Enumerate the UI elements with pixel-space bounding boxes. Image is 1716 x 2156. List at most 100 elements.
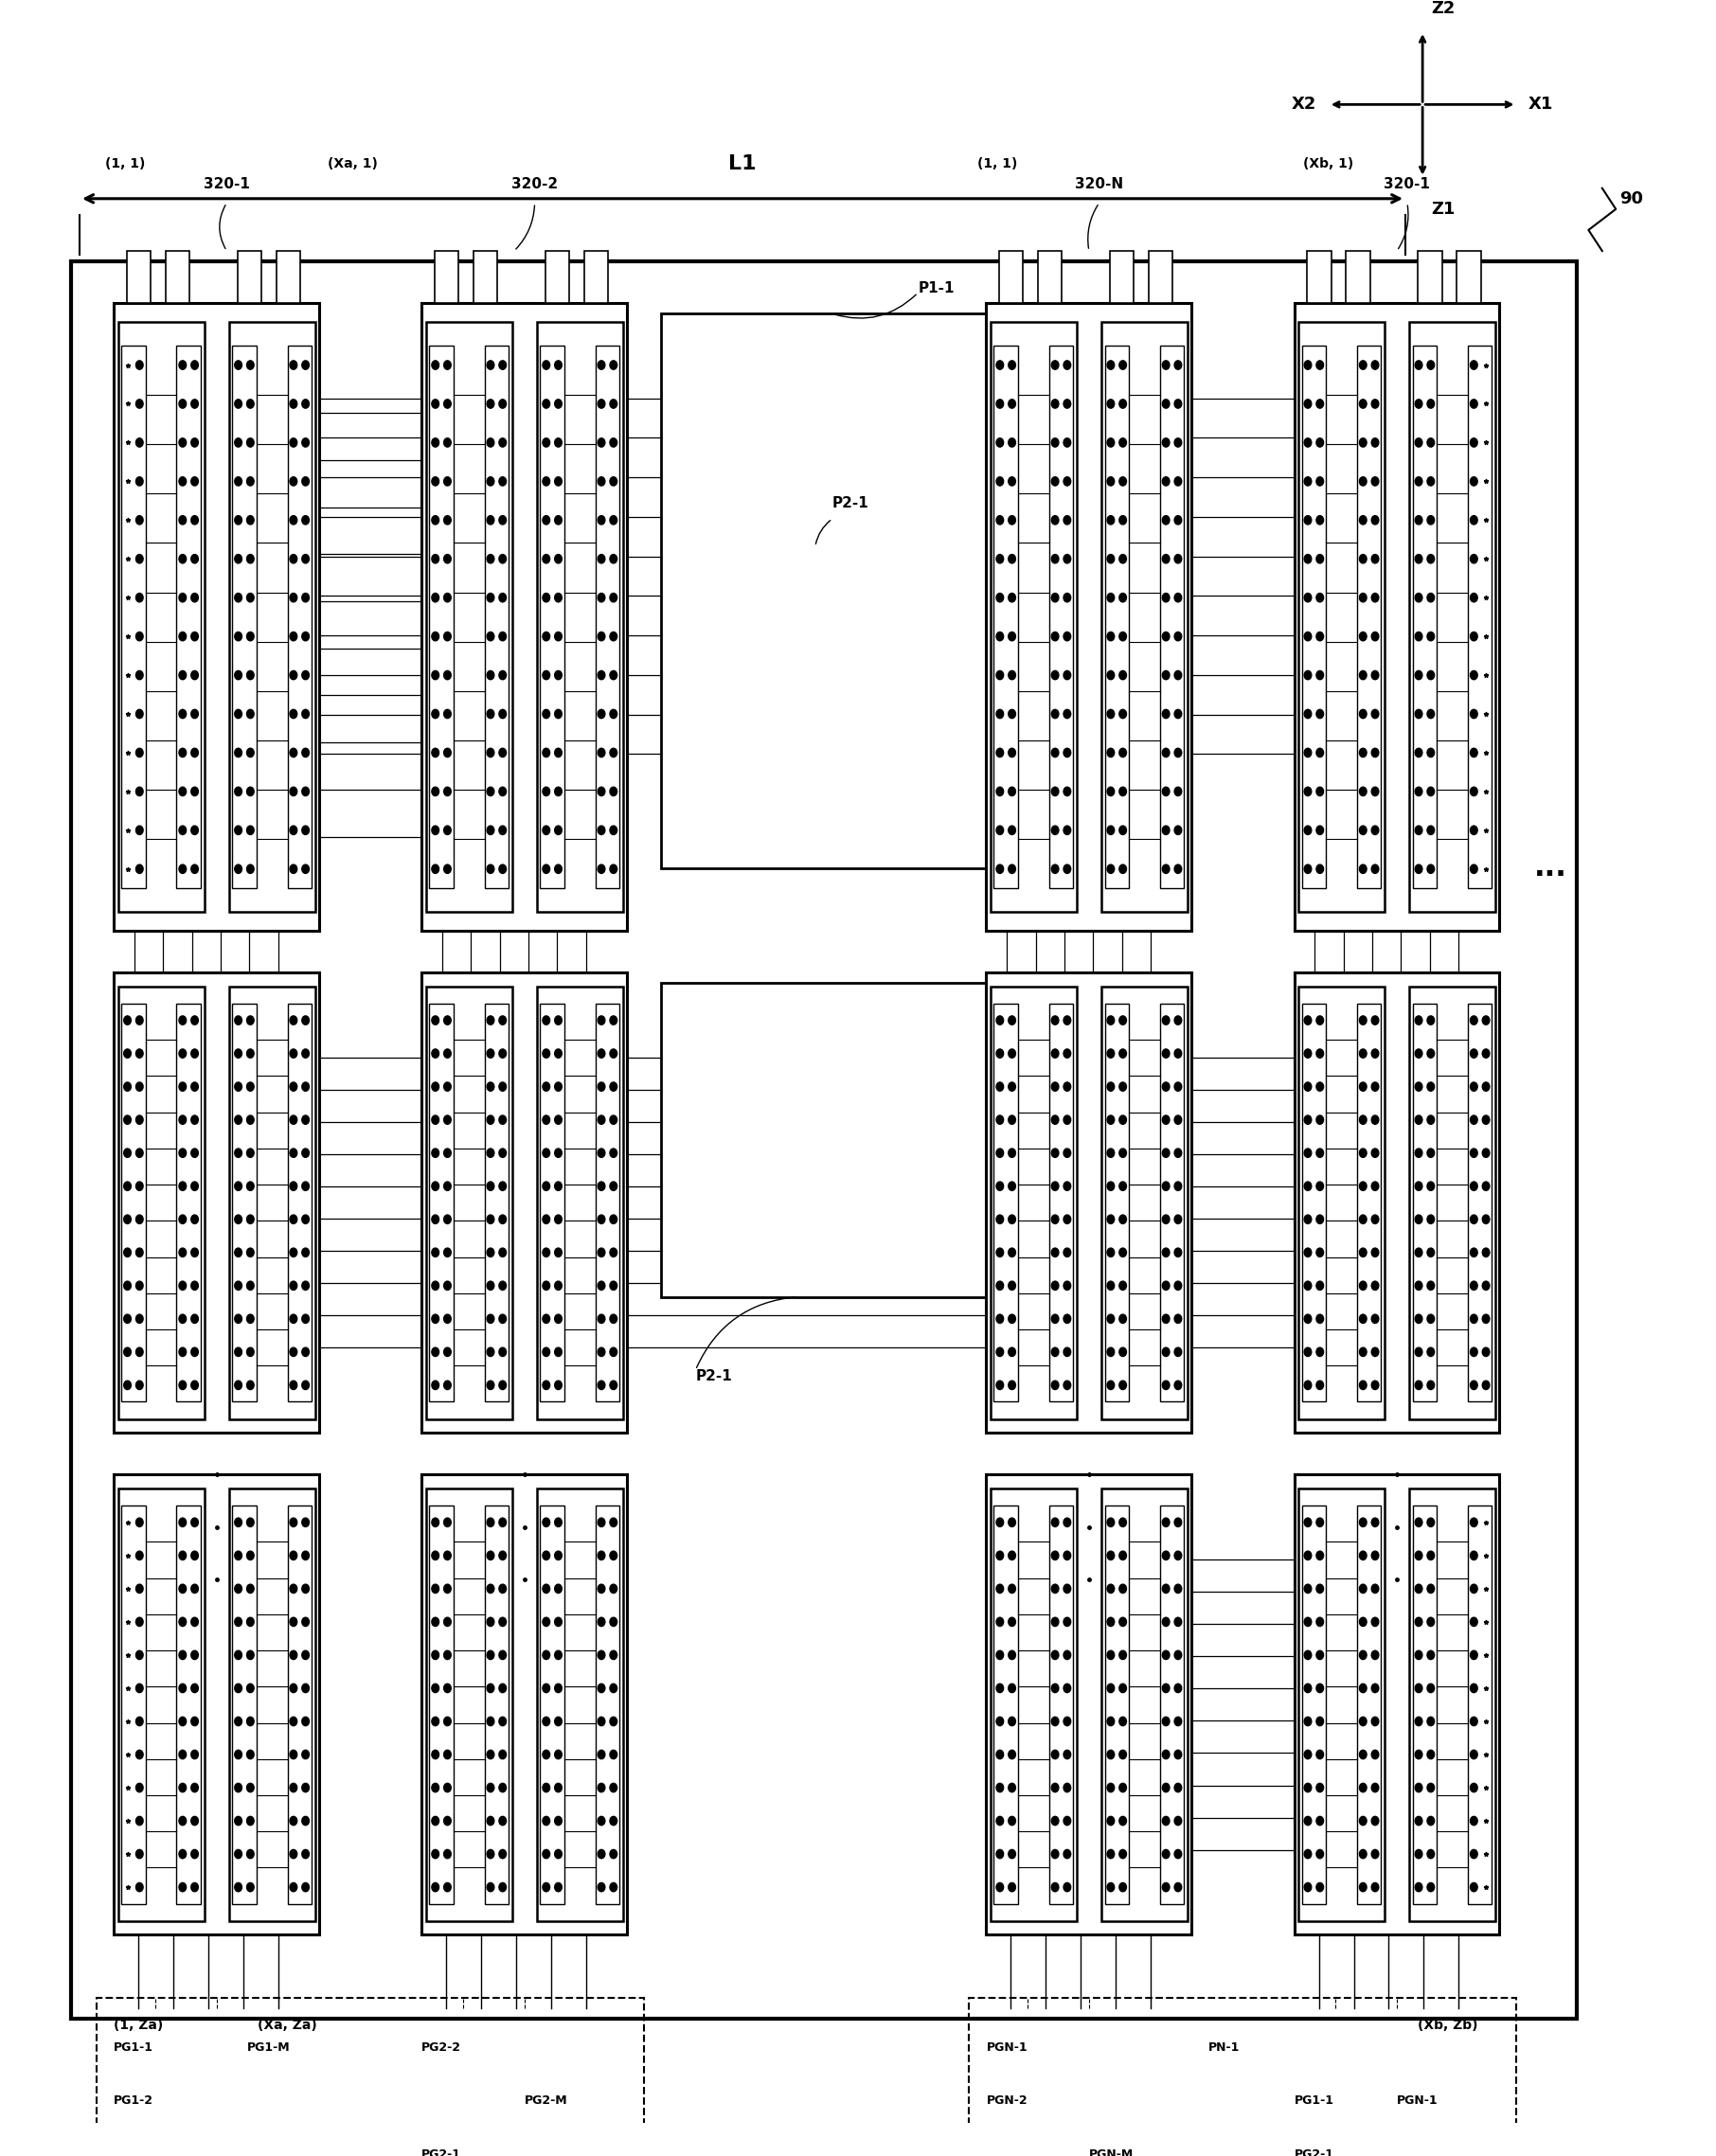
Circle shape [1174,360,1182,369]
Circle shape [997,671,1004,679]
Circle shape [235,1882,242,1891]
Circle shape [178,826,187,834]
Circle shape [1107,709,1114,718]
Circle shape [235,1617,242,1626]
Circle shape [136,1815,142,1826]
Circle shape [302,1518,309,1526]
Circle shape [499,748,506,757]
Circle shape [1009,554,1016,563]
Bar [1412,345,1436,888]
Circle shape [444,438,451,446]
Circle shape [247,1181,254,1190]
Circle shape [609,1882,618,1891]
Circle shape [1371,632,1378,640]
Circle shape [1119,1617,1126,1626]
Circle shape [1052,1716,1059,1725]
Circle shape [1064,554,1071,563]
Bar [118,987,204,1419]
Circle shape [1107,1015,1114,1024]
Circle shape [1119,1214,1126,1225]
Circle shape [542,1181,549,1190]
Circle shape [1162,1751,1170,1759]
Circle shape [1359,748,1366,757]
Circle shape [1316,1815,1323,1826]
Circle shape [1471,671,1477,679]
Bar [1409,321,1495,912]
Circle shape [1162,1684,1170,1692]
Circle shape [302,1651,309,1660]
Circle shape [1304,1015,1311,1024]
Circle shape [499,476,506,485]
Circle shape [1428,1214,1435,1225]
Circle shape [554,1214,561,1225]
Circle shape [1009,1315,1016,1324]
Circle shape [1483,1015,1489,1024]
Circle shape [487,787,494,796]
Circle shape [1428,671,1435,679]
Circle shape [1428,632,1435,640]
Circle shape [1009,1716,1016,1725]
Circle shape [1064,1850,1071,1858]
Circle shape [235,360,242,369]
Text: PN-1: PN-1 [1208,2042,1241,2055]
Circle shape [247,1716,254,1725]
Circle shape [1371,1115,1378,1123]
Circle shape [1471,632,1477,640]
Circle shape [1471,1585,1477,1593]
Circle shape [1304,399,1311,407]
Circle shape [1052,438,1059,446]
Circle shape [190,1751,199,1759]
Circle shape [1359,671,1366,679]
Circle shape [1471,709,1477,718]
Circle shape [432,1380,439,1391]
Circle shape [1064,1882,1071,1891]
Circle shape [1009,1550,1016,1561]
Circle shape [235,826,242,834]
Circle shape [554,632,561,640]
Circle shape [1052,1082,1059,1091]
Bar [113,304,319,931]
Circle shape [542,1082,549,1091]
Circle shape [597,515,606,524]
Bar [177,1505,201,1904]
Circle shape [487,826,494,834]
Circle shape [542,1651,549,1660]
Circle shape [190,515,199,524]
Bar [429,1505,453,1904]
Circle shape [190,1882,199,1891]
Circle shape [1416,1815,1423,1826]
Circle shape [1107,1315,1114,1324]
Circle shape [178,1015,187,1024]
Circle shape [1471,1082,1477,1091]
Circle shape [247,1518,254,1526]
Circle shape [1316,515,1323,524]
Circle shape [444,1115,451,1123]
Circle shape [1316,1050,1323,1059]
Circle shape [1304,1783,1311,1792]
Circle shape [235,1651,242,1660]
Circle shape [487,1850,494,1858]
Circle shape [499,1348,506,1356]
Circle shape [499,515,506,524]
Circle shape [1483,1214,1489,1225]
Circle shape [290,671,297,679]
Circle shape [247,865,254,873]
Circle shape [542,1015,549,1024]
Circle shape [997,1050,1004,1059]
Circle shape [290,1850,297,1858]
Circle shape [1471,1651,1477,1660]
Circle shape [1304,1281,1311,1289]
Circle shape [190,1115,199,1123]
Circle shape [1064,1348,1071,1356]
Circle shape [1052,1882,1059,1891]
Circle shape [444,1315,451,1324]
Circle shape [235,1015,242,1024]
Circle shape [1428,826,1435,834]
Bar [1299,1488,1385,1921]
Circle shape [1471,1783,1477,1792]
Circle shape [432,1050,439,1059]
Circle shape [1052,865,1059,873]
Circle shape [1304,1716,1311,1725]
Circle shape [136,1550,142,1561]
Circle shape [499,1850,506,1858]
